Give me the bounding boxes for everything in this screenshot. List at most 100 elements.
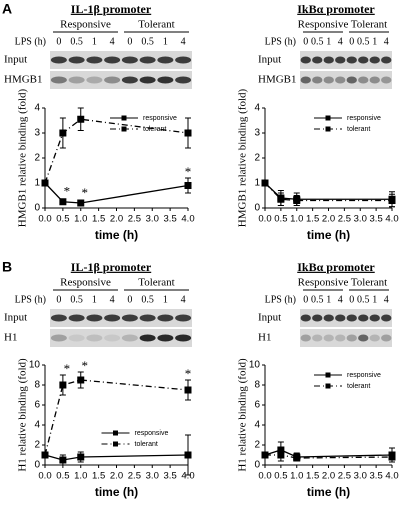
y-tick-label: 2 <box>34 440 40 451</box>
data-point <box>277 195 285 203</box>
lane-label: 0.5 <box>70 36 83 47</box>
lane-label: 4 <box>110 36 115 47</box>
x-axis-label: time (h) <box>307 485 350 499</box>
x-tick-label: 2.0 <box>322 471 335 482</box>
blot-band <box>50 314 67 322</box>
lane-label: 0.5 <box>357 36 370 47</box>
series-line <box>265 454 393 459</box>
lane-label: 0.5 <box>311 294 324 305</box>
blot-strip <box>50 329 192 347</box>
blot-strip <box>300 51 392 69</box>
blot-band <box>369 76 380 84</box>
lane-label: 1 <box>92 36 97 47</box>
lane-label: 1 <box>163 294 168 305</box>
blot-strip <box>50 51 192 69</box>
lane-label: 0 <box>127 36 132 47</box>
blot-band <box>358 56 369 64</box>
significance-mark: * <box>82 358 89 373</box>
blot-band <box>157 334 174 342</box>
legend-marker <box>121 126 127 132</box>
x-tick-label: 1.5 <box>306 471 319 482</box>
significance-mark: * <box>185 366 192 381</box>
blot-band <box>358 334 369 342</box>
blot-band <box>381 334 392 342</box>
x-tick-label: 4.0 <box>181 214 194 225</box>
x-tick-label: 0.0 <box>38 214 51 225</box>
x-tick-label: 1.0 <box>74 471 87 482</box>
blot-band <box>50 56 67 64</box>
data-point <box>77 453 85 461</box>
significance-mark: * <box>64 361 71 376</box>
blot-band <box>346 334 357 342</box>
series-line <box>44 182 189 204</box>
blot-band <box>139 314 156 322</box>
x-tick-label: 3.5 <box>370 214 383 225</box>
x-tick-label: 1.0 <box>290 471 303 482</box>
blot-row-label: HMGB1 <box>4 74 43 86</box>
data-point <box>59 198 67 206</box>
x-tick-label: 0.5 <box>274 214 287 225</box>
y-tick-label: 2 <box>254 153 260 164</box>
y-tick-label: 0 <box>34 203 40 214</box>
y-axis-label: H1 relative binding (fold) <box>237 358 249 472</box>
legend-label: responsive <box>347 372 381 379</box>
lane-label: 4 <box>181 36 186 47</box>
legend-label: tolerant <box>143 126 166 133</box>
blot-band <box>300 334 311 342</box>
blot-strip <box>300 329 392 347</box>
x-tick-label: 3.5 <box>164 214 177 225</box>
lane-label: 0.5 <box>70 294 83 305</box>
series-line <box>44 379 189 456</box>
legend-label: tolerant <box>347 126 370 133</box>
blot-band <box>346 314 357 322</box>
data-point <box>41 451 49 459</box>
group-label: Responsive <box>60 19 111 31</box>
lane-label: 0 <box>303 294 308 305</box>
data-point <box>59 381 67 389</box>
group-label: Responsive <box>298 277 349 289</box>
x-tick-label: 0.0 <box>258 471 271 482</box>
blot-band <box>104 334 121 342</box>
legend-marker <box>113 430 118 436</box>
blot-band <box>157 314 174 322</box>
y-tick-label: 0 <box>254 460 260 471</box>
lane-label: 0.5 <box>141 294 154 305</box>
x-tick-label: 2.0 <box>110 214 123 225</box>
promoter-title: IL-1β promoter <box>71 2 152 16</box>
blot-band <box>104 76 121 84</box>
series-line <box>264 182 392 202</box>
x-tick-label: 0.5 <box>56 471 69 482</box>
x-tick-label: 2.5 <box>338 471 351 482</box>
legend-label: tolerant <box>135 441 158 448</box>
data-point <box>277 451 285 459</box>
y-tick-label: 2 <box>254 440 260 451</box>
x-tick-label: 3.0 <box>146 214 159 225</box>
blot-band <box>323 76 334 84</box>
blot-band <box>335 314 346 322</box>
blot-band <box>86 76 103 84</box>
x-axis-label: time (h) <box>95 485 138 499</box>
blot-band <box>175 76 192 84</box>
legend-marker <box>121 115 127 121</box>
y-tick-label: 3 <box>34 128 40 139</box>
y-axis-label: H1 relative binding (fold) <box>17 358 29 472</box>
y-tick-label: 3 <box>254 128 260 139</box>
blot-band <box>300 314 311 322</box>
blot-band <box>50 334 67 342</box>
data-point <box>388 197 396 204</box>
blot-band <box>104 314 121 322</box>
lane-label: 0.5 <box>311 36 324 47</box>
data-point <box>77 115 85 123</box>
group-label: Tolerant <box>138 19 175 31</box>
blot-band <box>86 334 103 342</box>
blot-row-label: Input <box>4 54 27 66</box>
x-tick-label: 4.0 <box>385 471 398 482</box>
lane-label: 0.5 <box>357 294 370 305</box>
data-point <box>388 453 396 461</box>
y-axis-label: HMGB1 relative binding (fold) <box>237 88 249 227</box>
y-tick-label: 8 <box>254 380 260 391</box>
blot-strip <box>50 309 192 327</box>
blot-band <box>86 314 103 322</box>
x-tick-label: 2.5 <box>128 214 141 225</box>
